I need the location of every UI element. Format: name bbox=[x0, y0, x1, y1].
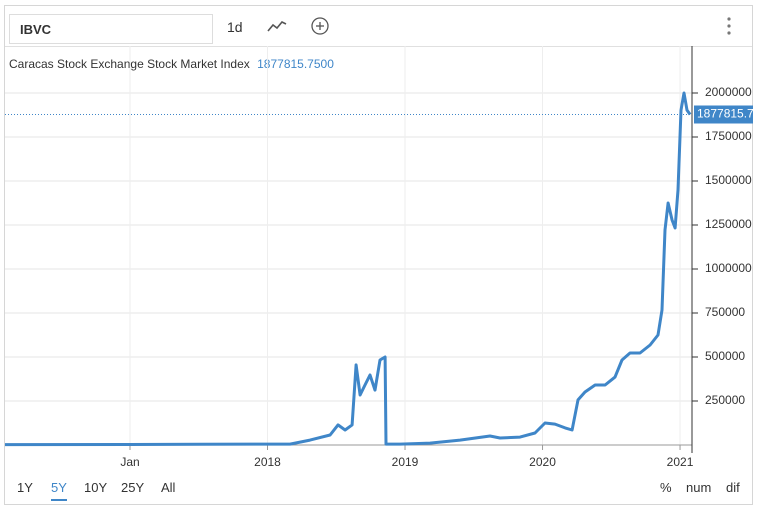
compare-icon[interactable] bbox=[308, 15, 332, 37]
range-button[interactable]: 25Y bbox=[121, 480, 145, 495]
toolbar-separator bbox=[5, 46, 752, 47]
x-tick-label: 2019 bbox=[392, 455, 419, 469]
last-price-badge: 1877815.7500 bbox=[694, 105, 758, 124]
y-tick-label: 250000 bbox=[705, 393, 745, 407]
interval-button[interactable]: 1d bbox=[227, 19, 243, 35]
chart: Caracas Stock Exchange Stock Market Inde… bbox=[4, 46, 758, 469]
title-text: Caracas Stock Exchange Stock Market Inde… bbox=[9, 57, 250, 71]
y-tick-label: 2000000 bbox=[705, 85, 752, 99]
y-tick-label: 1000000 bbox=[705, 261, 752, 275]
chart-title: Caracas Stock Exchange Stock Market Inde… bbox=[9, 57, 334, 71]
range-button[interactable]: 1Y bbox=[17, 480, 33, 495]
symbol-input[interactable]: IBVC bbox=[9, 14, 213, 44]
y-tick-label: 750000 bbox=[705, 305, 745, 319]
y-tick-label: 1250000 bbox=[705, 217, 752, 231]
mode-button[interactable]: num bbox=[686, 480, 712, 495]
y-tick-label: 1750000 bbox=[705, 129, 752, 143]
x-tick-label: 2018 bbox=[254, 455, 281, 469]
y-tick-label: 1500000 bbox=[705, 173, 752, 187]
x-tick-label: 2020 bbox=[529, 455, 556, 469]
last-price-box bbox=[694, 105, 753, 124]
last-price-label: 1877815.7500 bbox=[697, 107, 758, 121]
chart-type-icon[interactable] bbox=[263, 15, 291, 37]
menu-icon[interactable] bbox=[721, 15, 737, 37]
mode-button[interactable]: % bbox=[660, 480, 672, 495]
x-tick-label: Jan bbox=[120, 455, 139, 469]
chart-widget: IBVC 1d 1Y 5Y 10Y 25Y All % num dif bbox=[4, 5, 753, 505]
mode-button[interactable]: dif bbox=[726, 480, 740, 495]
x-tick-label: 2021 bbox=[667, 455, 694, 469]
last-price: 1877815.7500 bbox=[257, 57, 334, 71]
range-button[interactable]: All bbox=[161, 480, 176, 495]
range-button[interactable]: 5Y bbox=[51, 480, 67, 501]
range-button[interactable]: 10Y bbox=[84, 480, 108, 495]
price-line bbox=[4, 91, 692, 447]
y-tick-label: 500000 bbox=[705, 349, 745, 363]
